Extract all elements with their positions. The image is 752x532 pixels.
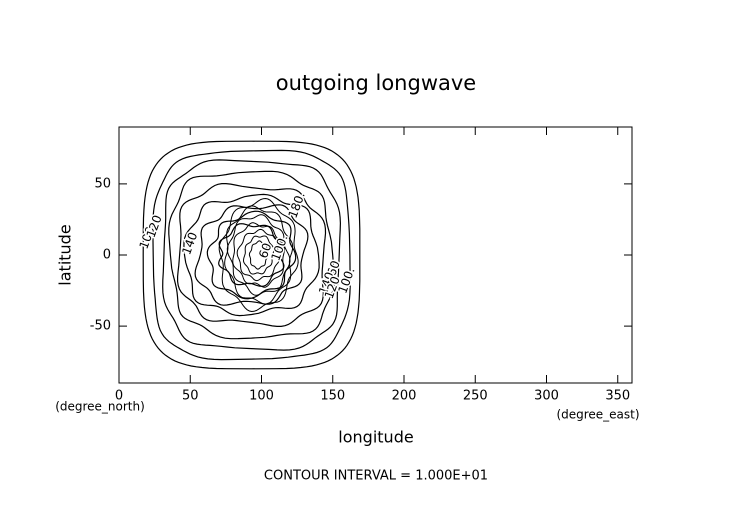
contour-line	[218, 197, 299, 313]
contour-label: 180.	[286, 190, 308, 220]
y-unit: (degree_north)	[55, 400, 145, 414]
x-tick-label: 350	[605, 389, 630, 404]
contour-line	[168, 170, 335, 340]
contour-line	[177, 183, 327, 327]
contour-label: 140	[179, 230, 200, 256]
x-tick-label: 150	[320, 389, 345, 404]
contour-line	[162, 159, 342, 351]
x-axis-label: longitude	[338, 428, 413, 447]
contour-line	[232, 222, 285, 288]
contour-line	[236, 228, 281, 282]
chart-title: outgoing longwave	[276, 71, 476, 95]
y-axis-label: latitude	[56, 224, 75, 285]
contour-line	[248, 240, 269, 270]
x-unit: (degree_east)	[556, 408, 639, 422]
footnote: CONTOUR INTERVAL = 1.000E+01	[264, 469, 488, 484]
contour-line	[242, 235, 275, 275]
contour-line	[226, 214, 291, 296]
x-tick-label: 300	[534, 389, 559, 404]
x-tick-label: 250	[463, 389, 488, 404]
y-tick-label: -50	[90, 319, 111, 334]
x-tick-label: 50	[182, 389, 199, 404]
x-tick-label: 100	[249, 389, 274, 404]
contour-line	[218, 223, 285, 287]
y-tick-label: 0	[103, 248, 111, 263]
contour-line	[183, 193, 320, 317]
contour-line	[224, 205, 294, 305]
contour-label: 120	[144, 213, 165, 239]
x-tick-label: 200	[392, 389, 417, 404]
y-tick-label: 50	[94, 176, 111, 191]
contour-label: 100.	[268, 233, 290, 263]
contour-line	[152, 149, 351, 361]
x-tick-label: 0	[115, 389, 123, 404]
contour-line	[194, 204, 309, 306]
contour-label: 60	[256, 241, 274, 260]
contour-line	[142, 140, 361, 370]
contour-line	[206, 210, 297, 300]
